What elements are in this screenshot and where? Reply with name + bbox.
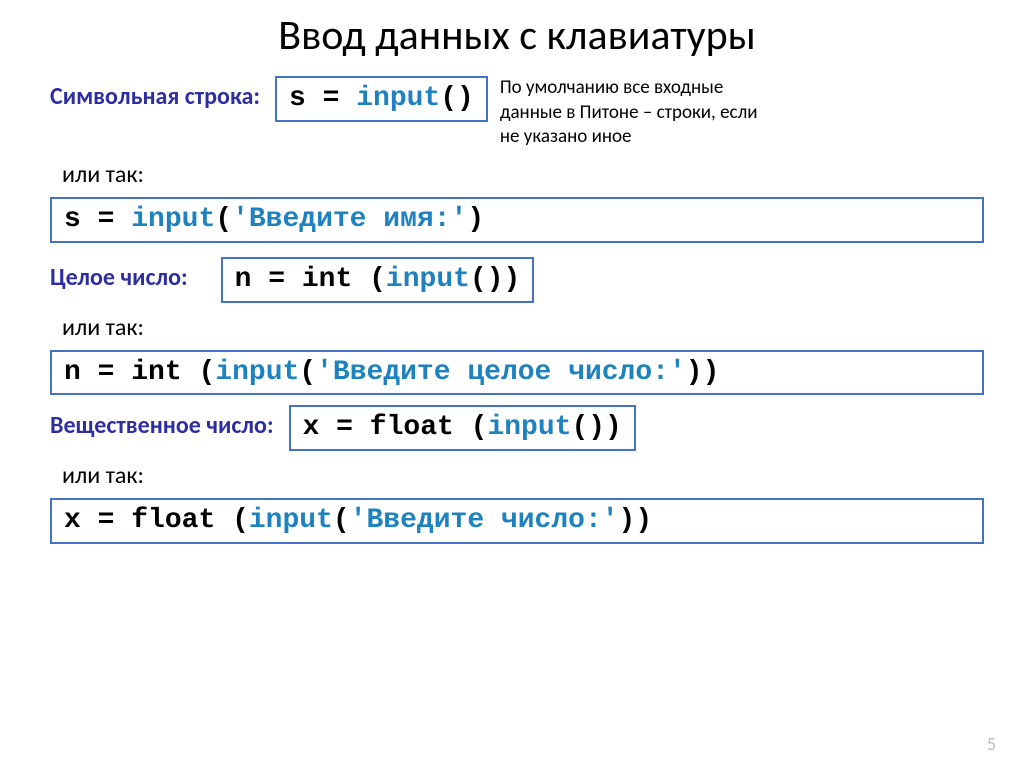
code-token: ( — [232, 505, 249, 536]
code-n-prompt: n = int (input('Введите целое число:')) — [50, 350, 984, 396]
code-token: s — [64, 204, 81, 235]
code-token: ()) — [470, 264, 520, 295]
code-s-basic: s = input() — [275, 76, 488, 122]
code-token — [215, 505, 232, 536]
label-or-3: или так: — [62, 461, 984, 490]
code-token: ( — [369, 264, 386, 295]
code-token: = — [306, 83, 356, 114]
page-title: Ввод данных с клавиатуры — [50, 10, 984, 61]
code-token: = — [81, 505, 131, 536]
label-or-1: или так: — [62, 160, 984, 189]
code-token: ( — [333, 505, 350, 536]
code-token: = — [81, 357, 131, 388]
code-token: )) — [686, 357, 720, 388]
label-or-2: или так: — [62, 313, 984, 342]
code-x-basic: x = float (input()) — [289, 405, 636, 451]
code-n-basic: n = int (input()) — [221, 257, 535, 303]
code-token: input — [249, 505, 333, 536]
code-token: 'Введите целое число:' — [316, 357, 686, 388]
code-token: input — [356, 83, 440, 114]
code-token: ()) — [571, 412, 621, 443]
code-token — [352, 264, 369, 295]
code-token: ( — [299, 357, 316, 388]
label-string: Символьная строка: — [50, 76, 260, 111]
code-token: = — [319, 412, 369, 443]
code-token: n — [235, 264, 252, 295]
code-token: = — [81, 204, 131, 235]
code-token: float — [131, 505, 215, 536]
code-token: input — [386, 264, 470, 295]
code-token: input — [487, 412, 571, 443]
code-token: ( — [198, 357, 215, 388]
code-token: ) — [467, 204, 484, 235]
code-token: )) — [619, 505, 653, 536]
note-default-strings: По умолчанию все входные данные в Питоне… — [500, 76, 780, 150]
float-row: Вещественное число: x = float (input()) — [50, 405, 984, 451]
code-token: input — [215, 357, 299, 388]
code-token — [182, 357, 199, 388]
code-token: s — [289, 83, 306, 114]
code-token: x — [64, 505, 81, 536]
code-token: 'Введите число:' — [350, 505, 619, 536]
code-token — [454, 412, 471, 443]
code-token: int — [302, 264, 352, 295]
code-token: () — [440, 83, 474, 114]
code-x-prompt: x = float (input('Введите число:')) — [50, 498, 984, 544]
code-token: input — [131, 204, 215, 235]
label-int: Целое число: — [50, 257, 188, 292]
code-token: n — [64, 357, 81, 388]
code-token: x — [303, 412, 320, 443]
code-token: ( — [471, 412, 488, 443]
string-row: Символьная строка: s = input() По умолча… — [50, 76, 984, 150]
code-token: = — [251, 264, 301, 295]
page-number: 5 — [987, 733, 996, 755]
code-token: int — [131, 357, 181, 388]
code-token: ( — [215, 204, 232, 235]
code-token: 'Введите имя:' — [232, 204, 467, 235]
label-float: Вещественное число: — [50, 405, 274, 440]
code-token: float — [370, 412, 454, 443]
code-s-prompt: s = input('Введите имя:') — [50, 197, 984, 243]
int-row: Целое число: n = int (input()) — [50, 257, 984, 303]
